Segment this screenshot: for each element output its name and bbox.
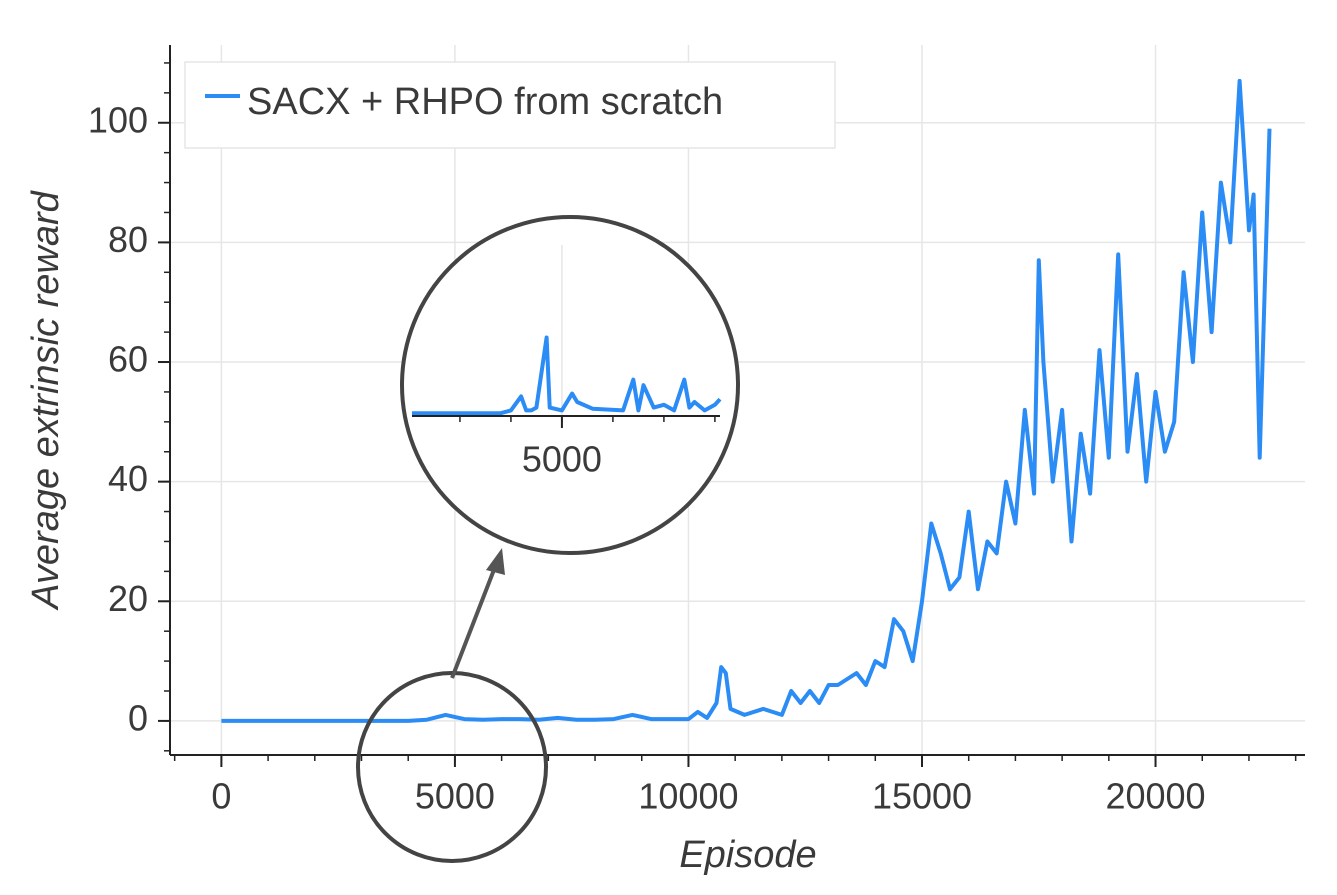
x-tick-label: 10000 [638, 776, 738, 817]
x-tick-label: 20000 [1105, 776, 1205, 817]
y-tick-label: 100 [88, 99, 148, 140]
y-axis-title: Average extrinsic reward [25, 189, 67, 610]
zoom-circle [356, 671, 548, 863]
y-tick-label: 80 [108, 219, 148, 260]
x-tick-label: 15000 [872, 776, 972, 817]
legend-box [184, 61, 836, 149]
legend-label: SACX + RHPO from scratch [247, 81, 723, 123]
x-tick-label: 5000 [522, 439, 602, 480]
x-tick-label: 5000 [415, 776, 495, 817]
line [221, 78, 1272, 723]
y-tick-label: 20 [108, 578, 148, 619]
line [412, 335, 722, 416]
arrow-head [486, 548, 505, 575]
x-tick-label: 0 [211, 776, 231, 817]
inset: 5000 [412, 245, 722, 480]
y-tick-label: 40 [108, 458, 148, 499]
plot: 0 5000 10000 15000 20000 0 20 40 60 80 100 SACX + R… [88, 45, 1305, 817]
y-tick-label: 60 [108, 339, 148, 380]
arrow-shaft [450, 561, 499, 679]
inset-circle [400, 215, 740, 555]
x-axis-title: Episode [679, 834, 816, 876]
y-tick-label: 0 [128, 697, 148, 738]
